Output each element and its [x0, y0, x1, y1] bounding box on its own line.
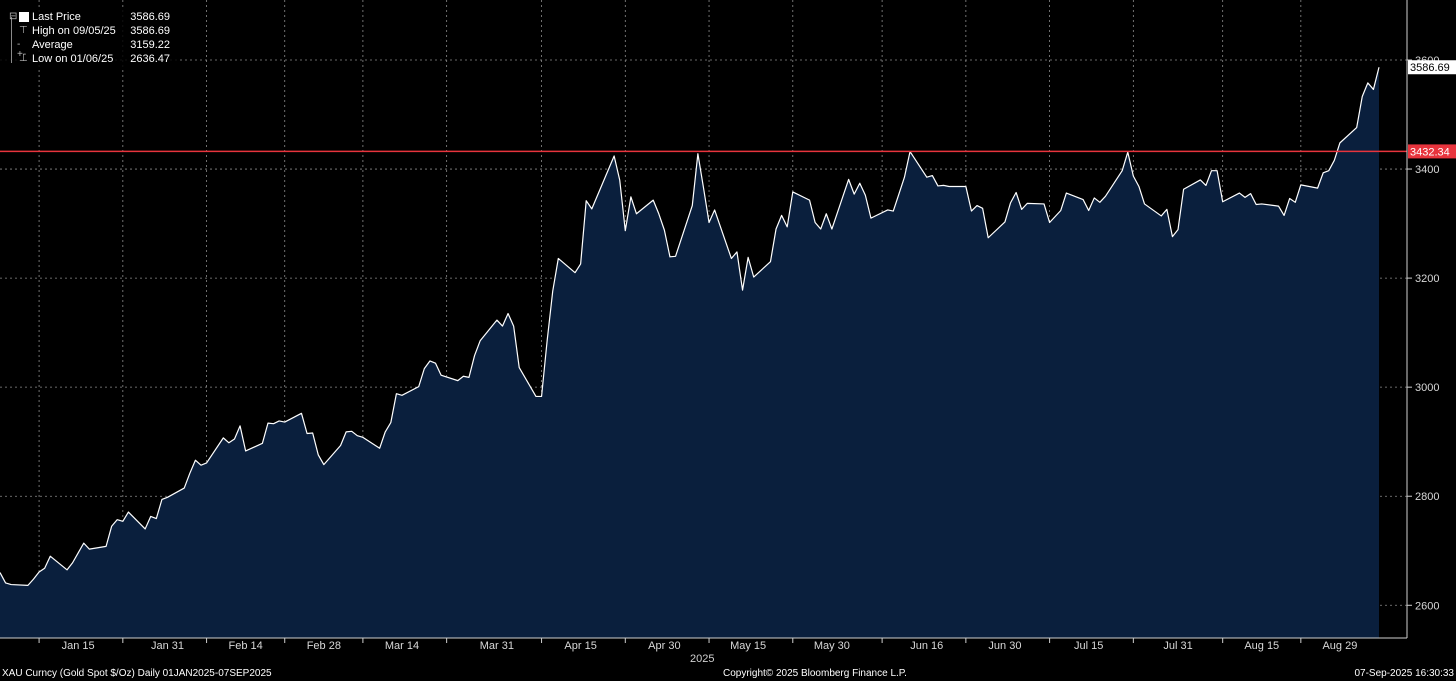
- legend-last-value: 3586.69: [130, 11, 170, 23]
- legend-average-label: Average: [32, 39, 73, 51]
- x-tick-label: May 30: [814, 640, 850, 652]
- y-tick-label: 2600: [1415, 600, 1439, 612]
- last-price-label-box: [1408, 60, 1456, 75]
- x-tick-label: Jan 31: [151, 640, 184, 652]
- legend-high-value: 3586.69: [130, 25, 170, 37]
- reference-label-box: [1408, 144, 1456, 159]
- x-tick-label: Jun 30: [988, 640, 1021, 652]
- low-marker-icon: ⊥: [19, 53, 28, 64]
- price-area: [0, 67, 1379, 639]
- x-tick-label: Jan 15: [62, 640, 95, 652]
- legend-low-label: Low on 01/06/25: [32, 53, 114, 65]
- legend-last-label: Last Price: [32, 11, 81, 23]
- x-tick-label: Feb 28: [307, 640, 341, 652]
- x-tick-label: Mar 31: [480, 640, 514, 652]
- footer-ticker-info: XAU Curncy (Gold Spot $/Oz) Daily 01JAN2…: [2, 668, 272, 679]
- x-tick-label: Apr 15: [564, 640, 596, 652]
- last-price-swatch-icon: [19, 12, 29, 22]
- y-tick-label: 3000: [1415, 382, 1439, 394]
- last-price-label-text: 3586.69: [1410, 62, 1450, 74]
- x-tick-label: Jul 31: [1163, 640, 1192, 652]
- legend: ⊟ Last Price 3586.69 ⊤ High on 09/05/25 …: [0, 7, 178, 69]
- legend-high-label: High on 09/05/25: [32, 25, 116, 37]
- y-tick-label: 3400: [1415, 164, 1439, 176]
- x-tick-label: Feb 14: [229, 640, 263, 652]
- legend-row-low: ⊥ Low on 01/06/25 2636.47: [0, 52, 178, 66]
- average-marker-icon: -+-: [17, 39, 27, 60]
- x-tick-label: Apr 30: [648, 640, 680, 652]
- legend-average-value: 3159.22: [130, 39, 170, 51]
- legend-low-value: 2636.47: [130, 53, 170, 65]
- x-tick-label: Jun 16: [910, 640, 943, 652]
- last-price-label: 3586.69: [1408, 60, 1456, 75]
- legend-row-average: -+- Average 3159.22: [0, 38, 178, 60]
- x-tick-label: Aug 15: [1244, 640, 1279, 652]
- x-tick-label: Jul 15: [1074, 640, 1103, 652]
- x-tick-label: Aug 29: [1322, 640, 1357, 652]
- legend-row-last-price: ⊟ Last Price 3586.69: [0, 10, 178, 24]
- legend-tree-line: [11, 17, 12, 63]
- price-line: [0, 67, 1380, 586]
- x-axis-ticks: Jan 15 Jan 31 Feb 14 Feb 28 Mar 14 Mar 31 Apr …: [38, 638, 1357, 652]
- y-tick-label: 3200: [1415, 273, 1439, 285]
- y-tick-label: 2800: [1415, 491, 1439, 503]
- legend-row-high: ⊤ High on 09/05/25 3586.69: [0, 24, 178, 38]
- footer-copyright: Copyright© 2025 Bloomberg Finance L.P.: [723, 668, 907, 679]
- x-axis-year-label: 2025: [690, 653, 715, 665]
- collapse-icon[interactable]: ⊟: [9, 11, 18, 22]
- high-marker-icon: ⊤: [19, 25, 28, 36]
- footer-timestamp: 07-Sep-2025 16:30:33: [1354, 668, 1454, 679]
- reference-label-text: 3432.34: [1410, 146, 1450, 158]
- x-tick-label: May 15: [730, 640, 766, 652]
- reference-label: 3432.34: [1408, 144, 1456, 159]
- x-tick-label: Mar 14: [385, 640, 419, 652]
- y-axis-ticks: 260028003000320034003600: [1407, 55, 1439, 612]
